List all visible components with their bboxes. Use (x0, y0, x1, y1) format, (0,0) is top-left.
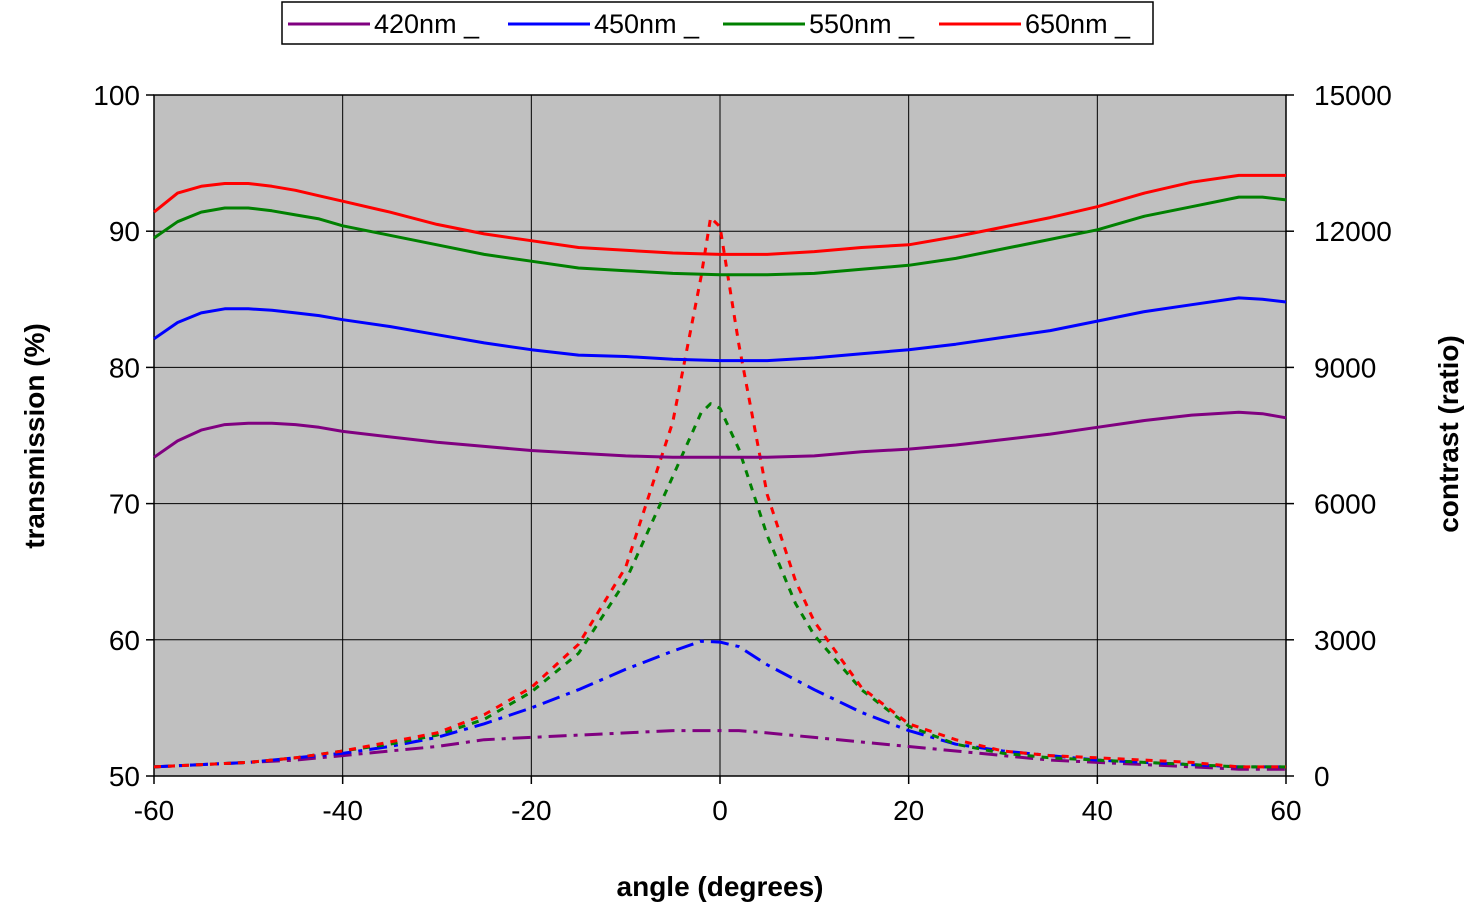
series-layer (153, 173, 1287, 771)
legend-label: 650nm _ (1025, 9, 1131, 39)
legend-label: 550nm _ (809, 9, 915, 39)
legend-label: 450nm _ (594, 9, 700, 39)
y-left-tick-label: 80 (109, 352, 140, 383)
x-tick-label: 20 (893, 795, 924, 826)
transmission-series-420nm (153, 410, 1287, 459)
contrast-series-420nm (153, 729, 1286, 771)
contrast-series-650nm (153, 216, 1286, 769)
y-right-tick-label: 12000 (1314, 216, 1392, 247)
y-right-tick-label: 15000 (1314, 80, 1392, 111)
y-left-tick-label: 60 (109, 625, 140, 656)
legend: 420nm _ 450nm _ 550nm _ 650nm _ (281, 1, 1154, 45)
y-right-tick-label: 0 (1314, 761, 1330, 792)
y-left-tick-label: 90 (109, 216, 140, 247)
contrast-series-450nm (153, 639, 1286, 769)
contrast-series-550nm (153, 402, 1286, 769)
y-right-tick-label: 9000 (1314, 352, 1376, 383)
transmission-series-550nm (153, 195, 1287, 277)
x-tick-label: -60 (134, 795, 174, 826)
x-tick-label: 0 (712, 795, 728, 826)
y-left-tick-label: 50 (109, 761, 140, 792)
transmission-series-450nm (153, 296, 1287, 363)
x-tick-label: -20 (511, 795, 551, 826)
y-right-tick-label: 6000 (1314, 489, 1376, 520)
x-tick-label: 60 (1270, 795, 1301, 826)
legend-label: 420nm _ (374, 9, 480, 39)
x-tick-label: -40 (322, 795, 362, 826)
axes: -60 -40 -20 0 20 40 60 50 60 70 80 90 100 0 3000 6000 90… (93, 80, 1392, 826)
x-tick-label: 40 (1082, 795, 1113, 826)
y-left-tick-label: 100 (93, 80, 140, 111)
x-axis-title: angle (degrees) (617, 871, 824, 902)
y-right-axis-title: contrast (ratio) (1433, 335, 1464, 533)
y-left-tick-label: 70 (109, 489, 140, 520)
transmission-series-650nm (153, 173, 1286, 256)
y-left-axis-title: transmission (%) (19, 323, 50, 549)
y-right-tick-label: 3000 (1314, 625, 1376, 656)
